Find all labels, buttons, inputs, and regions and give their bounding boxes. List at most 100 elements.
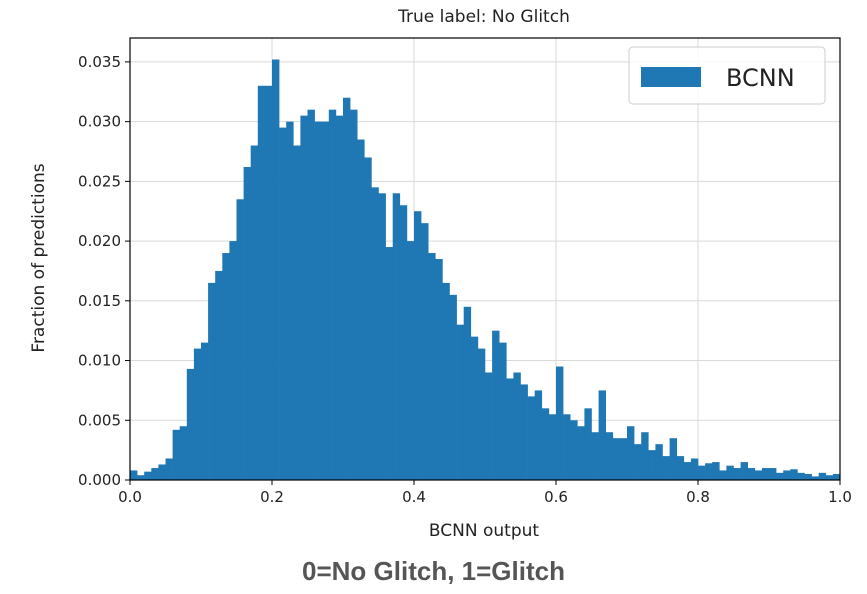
- histogram-bar: [570, 420, 578, 480]
- histogram-bar: [783, 470, 791, 480]
- histogram-bar: [811, 476, 819, 480]
- histogram-bar: [548, 414, 557, 480]
- histogram-bar: [513, 372, 521, 480]
- histogram-bar: [769, 468, 777, 480]
- histogram-bar: [648, 450, 656, 480]
- histogram-bars: [130, 59, 841, 481]
- histogram-bar: [300, 115, 308, 480]
- histogram-bar: [350, 109, 358, 481]
- histogram-bar: [477, 348, 486, 480]
- y-tick-label: 0.025: [78, 172, 121, 190]
- histogram-bar: [279, 127, 287, 480]
- chart-title: True label: No Glitch: [397, 7, 570, 27]
- histogram-bar: [584, 408, 592, 480]
- histogram-bar: [399, 205, 408, 481]
- plot-frame: [129, 37, 841, 481]
- histogram-bar: [435, 259, 443, 480]
- histogram-bar: [243, 167, 251, 480]
- histogram-bar: [201, 342, 209, 480]
- histogram-bar: [293, 145, 301, 480]
- histogram-bar: [378, 193, 386, 480]
- histogram-bar: [208, 282, 216, 480]
- histogram-bar: [719, 470, 727, 480]
- histogram-bar: [818, 472, 827, 480]
- histogram-bar: [257, 85, 266, 480]
- histogram-bar: [406, 241, 415, 480]
- legend-box: [628, 46, 826, 105]
- y-tick-label: 0.035: [78, 53, 121, 71]
- histogram-bar: [357, 139, 365, 481]
- histogram-bar: [158, 464, 166, 480]
- histogram-bar: [761, 468, 770, 480]
- histogram-bar: [591, 432, 599, 480]
- histogram-bar: [442, 282, 450, 480]
- histogram-bar: [662, 456, 670, 480]
- histogram-bar: [655, 444, 663, 480]
- histogram-bar: [428, 253, 436, 480]
- histogram-bar: [144, 471, 152, 480]
- x-tick-label: 0.0: [118, 488, 142, 506]
- y-tick-label: 0.000: [78, 471, 121, 489]
- histogram-bar: [414, 211, 422, 480]
- histogram-bar: [776, 472, 784, 480]
- histogram-bar: [272, 59, 280, 481]
- y-axis-ticks: 0.000 0.005 0.010 0.015 0.020 0.025 0.030 0.035: [78, 53, 130, 489]
- histogram-bar: [733, 468, 741, 480]
- histogram-bar: [690, 458, 699, 480]
- x-axis-ticks: 0.0 0.2 0.4 0.6 0.8 1.0: [118, 480, 852, 506]
- histogram-bar: [335, 115, 344, 480]
- histogram-bar: [577, 426, 585, 480]
- histogram-bar: [556, 366, 564, 480]
- histogram-bar: [236, 199, 244, 480]
- histogram-bar: [371, 187, 379, 480]
- histogram-bar: [172, 429, 180, 480]
- histogram-bar: [726, 465, 734, 480]
- histogram-bar: [541, 408, 550, 480]
- histogram-bar: [754, 470, 763, 480]
- histogram-bar: [165, 458, 173, 480]
- histogram-bar: [797, 472, 805, 480]
- histogram-bar: [264, 85, 273, 480]
- histogram-bar: [392, 193, 401, 480]
- histogram-bar: [385, 247, 393, 480]
- histogram-bar: [619, 438, 628, 480]
- histogram-bar: [229, 241, 237, 480]
- histogram-bar: [740, 462, 748, 480]
- histogram-bar: [286, 121, 294, 481]
- x-tick-label: 0.4: [402, 488, 426, 506]
- histogram-bar: [343, 97, 351, 480]
- histogram-bar: [705, 463, 713, 480]
- x-tick-label: 1.0: [828, 488, 852, 506]
- histogram-bar: [470, 336, 479, 480]
- histogram-bar: [250, 145, 259, 480]
- histogram-bar: [328, 109, 337, 481]
- y-tick-label: 0.015: [78, 292, 121, 310]
- histogram-bar: [179, 426, 188, 480]
- histogram-bar: [598, 390, 606, 480]
- histogram-bar: [307, 109, 315, 481]
- histogram-bar: [641, 432, 649, 480]
- histogram-bar: [193, 348, 202, 480]
- y-tick-label: 0.020: [78, 232, 121, 250]
- y-tick-label: 0.005: [78, 411, 121, 429]
- histogram-bar: [463, 306, 472, 480]
- histogram-bar: [520, 384, 528, 480]
- histogram-bar: [499, 342, 507, 480]
- legend-swatch: [641, 67, 701, 87]
- histogram-bar: [676, 456, 685, 480]
- histogram-bar: [321, 121, 330, 481]
- y-tick-label: 0.030: [78, 113, 121, 131]
- histogram-bar: [456, 324, 464, 480]
- histogram-bar: [137, 475, 145, 480]
- histogram-bar: [669, 438, 677, 480]
- histogram-bar: [364, 157, 372, 480]
- histogram-bar: [506, 378, 514, 480]
- x-tick-label: 0.8: [686, 488, 710, 506]
- legend: BCNN: [628, 46, 826, 105]
- histogram-bar: [698, 465, 706, 480]
- histogram-bar: [534, 390, 543, 480]
- histogram-bar: [492, 330, 500, 480]
- chart-caption: 0=No Glitch, 1=Glitch: [302, 556, 565, 586]
- y-axis-title: Fraction of predictions: [29, 163, 49, 352]
